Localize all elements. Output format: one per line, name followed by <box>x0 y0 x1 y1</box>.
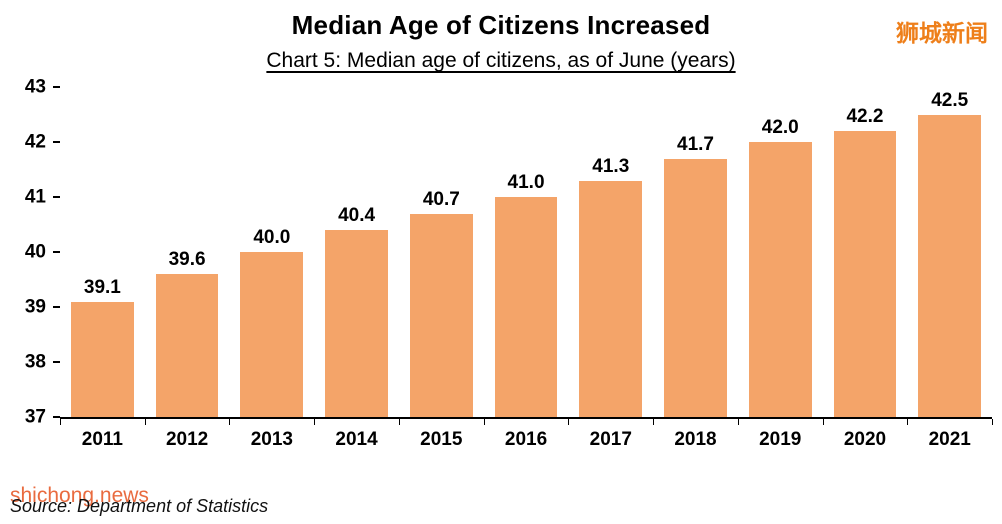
chart-subtitle-text: Chart 5: Median age of citizens, as of J… <box>266 49 736 72</box>
y-tick-label: 40 <box>24 241 46 263</box>
y-tick-label: 39 <box>24 296 46 318</box>
x-axis-label: 2014 <box>335 429 378 450</box>
x-tick-mark <box>907 419 909 425</box>
x-axis-label: 2019 <box>759 429 802 450</box>
x-tick-mark <box>229 419 231 425</box>
bar-value-label: 41.7 <box>677 133 714 155</box>
x-tick-mark <box>398 419 400 425</box>
x-axis: 2011 2012 2013 2014 2015 2016 2017 2018 2019 2020… <box>8 429 992 451</box>
bar <box>494 197 558 417</box>
y-tick-mark <box>53 196 60 198</box>
y-tick-label: 37 <box>24 406 46 428</box>
x-axis-label: 2017 <box>589 429 632 450</box>
bar-value-label: 39.6 <box>168 249 206 270</box>
x-tick-mark <box>653 419 655 425</box>
x-tick-mark <box>60 419 61 425</box>
x-tick-mark <box>314 419 316 425</box>
y-tick-label: 38 <box>24 351 46 373</box>
site-logo-watermark: 狮城新闻 <box>896 20 988 46</box>
bar <box>155 274 219 417</box>
bar-value-label: 40.7 <box>422 188 460 210</box>
bar <box>664 158 727 417</box>
x-axis-label: 2021 <box>928 429 971 450</box>
x-tick-mark <box>568 419 570 425</box>
bar-value-label: 41.3 <box>592 155 630 177</box>
x-axis-label: 2015 <box>420 429 463 450</box>
y-tick-mark <box>53 361 60 363</box>
y-axis: 37 38 39 40 41 42 43 <box>8 78 60 427</box>
bar-value-label: 39.1 <box>83 276 121 298</box>
bar <box>71 301 134 417</box>
bar <box>409 213 473 417</box>
y-tick-mark <box>53 306 60 308</box>
bar <box>325 230 388 417</box>
x-axis-label: 2012 <box>165 429 209 450</box>
bar-group: 40.4 <box>314 87 399 417</box>
bar-group: 40.0 <box>229 87 314 417</box>
bar-value-label: 42.0 <box>761 117 799 138</box>
x-axis-label: 2011 <box>81 429 123 450</box>
y-tick-label: 41 <box>24 186 46 208</box>
chart-header: Median Age of Citizens Increased Chart 5… <box>0 0 1002 73</box>
plot-area: 39.1 39.6 40.0 40.4 40.7 41.0 41.3 41.7 42.0 42.2… <box>60 87 993 425</box>
x-tick-mark <box>737 419 739 425</box>
x-tick-mark <box>992 419 993 425</box>
y-tick-label: 42 <box>24 131 46 153</box>
bar-chart: 37 38 39 40 41 42 43 39.1 39.6 40.0 40.4 40.7 41.0 4… <box>8 78 993 427</box>
x-tick-mark <box>144 419 146 425</box>
bar <box>240 252 304 417</box>
bar-group: 39.1 <box>60 87 145 417</box>
x-axis-label: 2018 <box>674 429 717 450</box>
x-axis-label: 2016 <box>504 429 548 450</box>
bar-value-label: 40.0 <box>253 227 291 248</box>
bar-value-label: 40.4 <box>338 205 376 226</box>
x-axis-label: 2020 <box>843 429 887 450</box>
bar <box>579 180 643 417</box>
x-tick-mark <box>822 419 824 425</box>
bar-value-label: 42.5 <box>931 89 969 111</box>
bar-group: 39.6 <box>145 87 230 417</box>
chart-subtitle: Chart 5: Median age of citizens, as of J… <box>0 49 1002 73</box>
bar-group: 40.7 <box>399 87 484 417</box>
x-axis-spacer <box>8 429 60 451</box>
chart-title: Median Age of Citizens Increased <box>291 10 711 40</box>
y-tick-mark <box>53 251 60 253</box>
y-tick-mark <box>53 416 60 418</box>
bar-value-label: 41.0 <box>507 172 545 193</box>
bar-group: 42.5 <box>907 87 992 417</box>
bar-group: 42.2 <box>823 87 908 417</box>
bar-group: 41.7 <box>653 87 738 417</box>
bar-group: 42.0 <box>738 87 823 417</box>
bar-group: 41.0 <box>484 87 569 417</box>
y-tick-label: 43 <box>24 76 46 98</box>
y-tick-mark <box>53 141 60 143</box>
x-axis-label: 2013 <box>250 429 293 450</box>
y-tick-mark <box>53 86 60 88</box>
bar-value-label: 42.2 <box>846 106 884 127</box>
bar <box>833 131 897 417</box>
bar <box>918 114 982 417</box>
bar <box>748 142 812 417</box>
site-url-watermark: shichong.news <box>10 484 149 507</box>
x-axis-labels: 2011 2012 2013 2014 2015 2016 2017 2018 2019 2020… <box>60 429 992 451</box>
x-tick-mark <box>483 419 485 425</box>
source-note: Source: Department of Statistics <box>10 496 269 516</box>
bar-group: 41.3 <box>568 87 653 417</box>
